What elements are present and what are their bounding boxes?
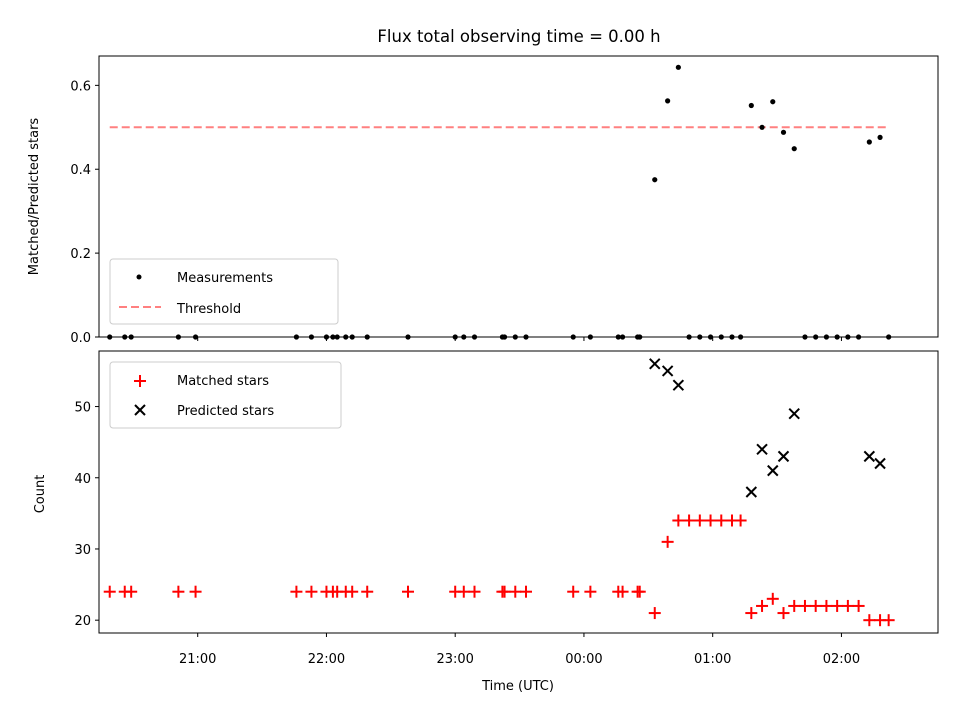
predicted-stars-point [777, 450, 790, 463]
matched-stars-point [468, 585, 481, 598]
measurement-point [652, 177, 658, 183]
matched-stars-point [766, 592, 779, 605]
matched-stars-point [683, 514, 696, 527]
chart-title: Flux total observing time = 0.00 h [377, 27, 660, 46]
matched-stars-point [777, 607, 790, 620]
bottom-y-tick-label: 50 [74, 401, 91, 416]
legend-measurements-label: Measurements [177, 271, 273, 286]
matched-stars-point [734, 514, 747, 527]
measurement-point [791, 146, 797, 152]
legend-predicted-label: Predicted stars [177, 404, 274, 419]
predicted-stars-point [767, 464, 779, 477]
matched-stars-point [616, 585, 629, 598]
x-axis-label: Time (UTC) [481, 679, 554, 694]
matched-stars-point [704, 514, 717, 527]
matched-stars-point [852, 599, 865, 612]
bottom-x-tick-label: 23:00 [436, 652, 473, 667]
matched-stars-point [125, 585, 138, 598]
measurement-point [877, 134, 883, 140]
top-y-tick-label: 0.4 [70, 163, 91, 178]
matched-stars-point [672, 514, 685, 527]
bottom-legend: Matched stars Predicted stars [109, 361, 342, 429]
predicted-stars-point [874, 457, 886, 470]
top-y-tick-label: 0.6 [70, 79, 91, 94]
matched-stars-point [882, 614, 895, 627]
bottom-y-tick-label: 30 [74, 543, 91, 558]
top-y-tick-label: 0.2 [70, 247, 91, 262]
matched-stars-point [290, 585, 303, 598]
matched-stars-point [401, 585, 414, 598]
matched-stars-point [189, 585, 202, 598]
matched-stars-point [346, 585, 359, 598]
predicted-stars-point [863, 450, 876, 463]
measurement-point [675, 64, 681, 70]
bottom-plot-frame [98, 350, 939, 634]
predicted-stars-point [788, 407, 800, 420]
matched-stars-point [715, 514, 728, 527]
matched-stars-point [693, 514, 706, 527]
bottom-x-tick-label: 00:00 [565, 652, 602, 667]
top-y-tick-label: 0.0 [70, 331, 91, 346]
measurement-point [770, 99, 776, 105]
legend-matched-label: Matched stars [177, 374, 269, 389]
matched-stars-point [648, 607, 661, 620]
matched-stars-point [798, 599, 811, 612]
matched-stars-point [745, 607, 758, 620]
matched-stars-point [584, 585, 597, 598]
bottom-x-tick-label: 22:00 [308, 652, 345, 667]
measurement-point [759, 124, 765, 130]
matched-stars-point [841, 599, 854, 612]
matched-stars-point [361, 585, 374, 598]
legend-predicted-marker [134, 404, 146, 416]
matched-stars-point [103, 585, 116, 598]
top-y-axis-label: Matched/Predicted stars [27, 118, 42, 276]
top-legend: Measurements Threshold [109, 258, 339, 325]
matched-stars-point [756, 599, 769, 612]
matched-stars-point [661, 535, 674, 548]
predicted-stars-point [756, 443, 768, 455]
matched-stars-point [831, 599, 844, 612]
measurement-point [866, 139, 872, 145]
top-plot-frame [98, 55, 939, 338]
matched-stars-point [520, 585, 533, 598]
matched-stars-point [498, 585, 511, 598]
bottom-x-tick-label: 01:00 [694, 652, 731, 667]
matched-stars-point [172, 585, 185, 598]
predicted-stars-point [661, 365, 674, 377]
measurement-point [780, 129, 787, 135]
matched-stars-point [457, 585, 470, 598]
predicted-stars-point [745, 486, 758, 498]
matched-stars-point [305, 585, 318, 598]
bottom-y-axis-label: Count [33, 475, 48, 514]
matched-stars-point [809, 599, 822, 612]
predicted-stars-point [649, 358, 661, 370]
measurement-point [665, 98, 671, 104]
matched-stars-point [820, 599, 833, 612]
bottom-y-tick-label: 20 [74, 614, 91, 629]
legend-threshold-label: Threshold [176, 302, 241, 317]
matched-stars-point [788, 599, 801, 612]
bottom-x-tick-label: 21:00 [179, 652, 216, 667]
measurement-point [748, 102, 754, 109]
matched-stars-point [633, 585, 646, 598]
legend-matched-marker [134, 375, 146, 387]
bottom-x-tick-label: 02:00 [823, 652, 860, 667]
top-panel: Flux total observing time = 0.00 h 0.0 0.… [27, 27, 939, 346]
matched-stars-point [863, 614, 876, 627]
matched-stars-point [567, 585, 580, 598]
bottom-y-tick-label: 40 [74, 472, 91, 487]
predicted-stars-point [672, 379, 685, 391]
matched-stars-point [509, 585, 522, 598]
legend-measurements-marker [136, 274, 142, 280]
